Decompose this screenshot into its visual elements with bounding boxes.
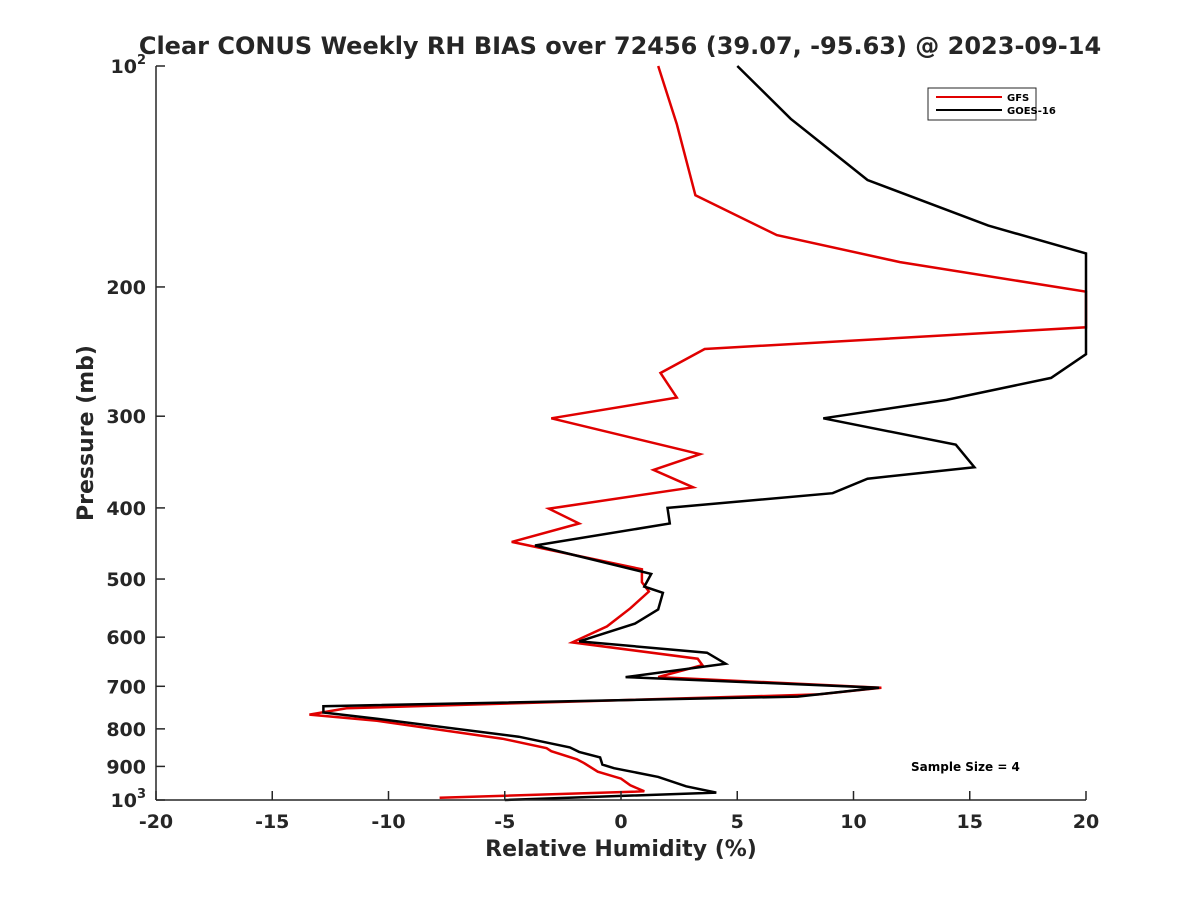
y-ticks: 102 200 300 400 500 600 700 800 900 103 bbox=[106, 53, 165, 812]
y-tick-label: 200 bbox=[106, 277, 146, 299]
x-tick-label: 20 bbox=[1073, 811, 1099, 833]
y-tick-label: 102 bbox=[111, 53, 147, 78]
y-axis-label: Pressure (mb) bbox=[74, 345, 99, 521]
x-tick-label: 0 bbox=[614, 811, 627, 833]
y-tick-label: 800 bbox=[106, 719, 146, 741]
sample-size-annotation: Sample Size = 4 bbox=[911, 760, 1020, 774]
x-tick-label: -20 bbox=[139, 811, 173, 833]
chart-title: Clear CONUS Weekly RH BIAS over 72456 (3… bbox=[139, 32, 1101, 60]
x-tick-label: 15 bbox=[957, 811, 983, 833]
y-tick-label: 300 bbox=[106, 406, 146, 428]
legend-label-gfs: GFS bbox=[1007, 93, 1029, 104]
plot-lines bbox=[309, 65, 1088, 802]
legend-label-goes16: GOES-16 bbox=[1007, 106, 1056, 117]
series-line-gfs bbox=[309, 65, 1088, 800]
legend-box bbox=[927, 87, 1037, 121]
y-tick-label: 600 bbox=[106, 627, 146, 649]
series-line-goes16 bbox=[322, 65, 1088, 802]
y-tick-label: 103 bbox=[111, 787, 147, 812]
x-tick-label: 5 bbox=[731, 811, 744, 833]
y-tick-label: 400 bbox=[106, 498, 146, 520]
x-tick-label: 10 bbox=[840, 811, 866, 833]
y-tick-label: 500 bbox=[106, 569, 146, 591]
x-tick-label: -15 bbox=[255, 811, 289, 833]
x-axis-label: Relative Humidity (%) bbox=[485, 837, 757, 862]
x-tick-label: -10 bbox=[371, 811, 405, 833]
y-tick-label: 900 bbox=[106, 756, 146, 778]
y-tick-label: 700 bbox=[106, 676, 146, 698]
x-tick-label: -5 bbox=[494, 811, 515, 833]
x-ticks: -20 -15 -10 -5 0 5 10 15 20 bbox=[139, 791, 1099, 833]
legend: GFS GOES-16 bbox=[927, 87, 1056, 121]
axes bbox=[155, 66, 1086, 801]
